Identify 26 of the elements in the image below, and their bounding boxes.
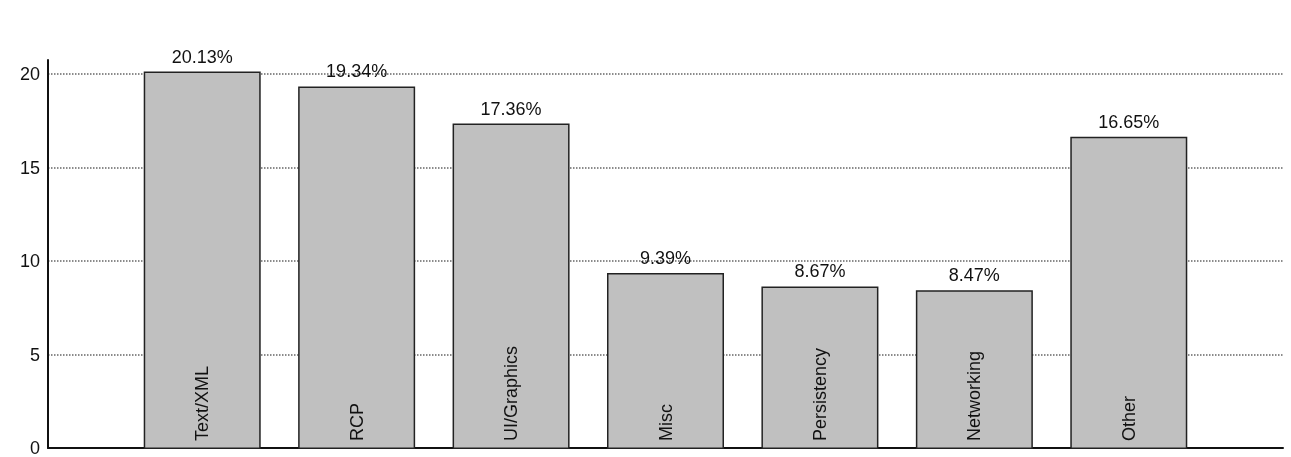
bar bbox=[1070, 136, 1188, 449]
data-label: 17.36% bbox=[480, 98, 542, 119]
bar bbox=[915, 290, 1033, 449]
data-label: 20.13% bbox=[171, 46, 233, 67]
x-tick-label: Other bbox=[1118, 395, 1139, 441]
x-tick-label: Misc bbox=[655, 404, 676, 441]
data-label: 9.39% bbox=[639, 247, 692, 268]
y-tick-label: 0 bbox=[29, 438, 40, 457]
bar bbox=[452, 123, 570, 449]
x-tick-label: RCP bbox=[346, 402, 367, 441]
y-tick-label: 20 bbox=[19, 64, 40, 85]
y-tick-label: 15 bbox=[19, 157, 40, 178]
x-tick-label: Persistency bbox=[809, 347, 830, 441]
bar bbox=[143, 71, 261, 449]
x-tick-label: Text/XML bbox=[192, 365, 213, 441]
data-label: 8.47% bbox=[948, 265, 1000, 286]
data-label: 19.34% bbox=[326, 61, 388, 82]
bar bbox=[607, 272, 724, 449]
data-label: 16.65% bbox=[1098, 111, 1160, 132]
y-tick-label: 10 bbox=[19, 251, 40, 272]
x-tick-label: UI/Graphics bbox=[501, 345, 522, 441]
bar bbox=[761, 286, 879, 449]
data-label: 8.67% bbox=[794, 261, 846, 282]
x-tick-label: Networking bbox=[964, 350, 985, 441]
y-tick-label: 5 bbox=[29, 344, 40, 365]
bar bbox=[298, 86, 416, 449]
